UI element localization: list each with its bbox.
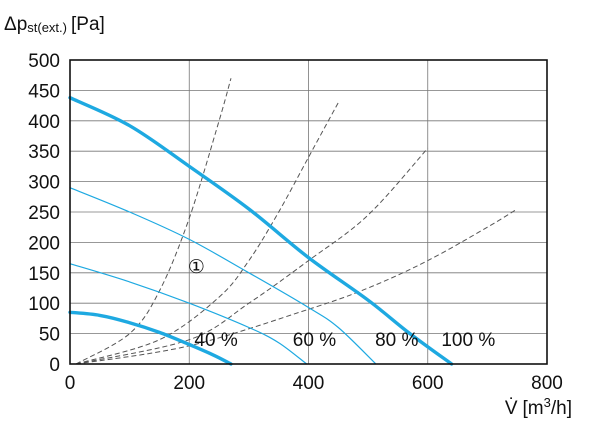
- y-tick-label: 400: [28, 112, 60, 133]
- y-axis-ticks: 0 50 100 150 200 250 300 350 400 450 500: [28, 51, 60, 376]
- x-tick-label: 200: [173, 373, 205, 394]
- y-tick-label: 200: [28, 233, 60, 254]
- system-curve-3: [75, 147, 429, 365]
- x-tick-label: 400: [293, 373, 325, 394]
- annotations: 40 % 60 % 80 % 100 % ①: [188, 257, 495, 351]
- y-tick-label: 450: [28, 81, 60, 102]
- x-tick-label: 800: [531, 373, 563, 394]
- y-tick-label: 150: [28, 264, 60, 285]
- curve-label: 60 %: [293, 330, 336, 351]
- y-tick-label: 500: [28, 51, 60, 72]
- fan-curve-60pct: [69, 263, 308, 365]
- curve-label: 100 %: [441, 330, 495, 351]
- x-axis-title: V̇ [m3/h]: [505, 395, 572, 419]
- system-curve-1: [75, 78, 232, 365]
- x-tick-label: 0: [65, 373, 76, 394]
- y-tick-label: 350: [28, 142, 60, 163]
- fan-curve-80pct: [69, 187, 377, 365]
- x-axis-ticks: 0 200 400 600 800: [65, 373, 563, 394]
- system-curve-2: [75, 102, 339, 365]
- y-tick-label: 250: [28, 203, 60, 224]
- y-tick-label: 100: [28, 294, 60, 315]
- grid: [70, 60, 547, 364]
- fan-curve-100pct: [68, 96, 454, 366]
- y-tick-label: 0: [49, 355, 60, 376]
- marker-label-1: ①: [188, 257, 205, 278]
- plot-frame: [69, 59, 548, 365]
- fan-curve-40pct: [68, 310, 233, 366]
- fan-curves: [68, 96, 454, 366]
- x-tick-label: 600: [412, 373, 444, 394]
- y-axis-title: Δpst(ext.) [Pa]: [4, 14, 105, 35]
- curve-label: 80 %: [375, 330, 418, 351]
- curve-label: 40 %: [194, 330, 237, 351]
- y-tick-label: 50: [39, 325, 60, 346]
- y-tick-label: 300: [28, 173, 60, 194]
